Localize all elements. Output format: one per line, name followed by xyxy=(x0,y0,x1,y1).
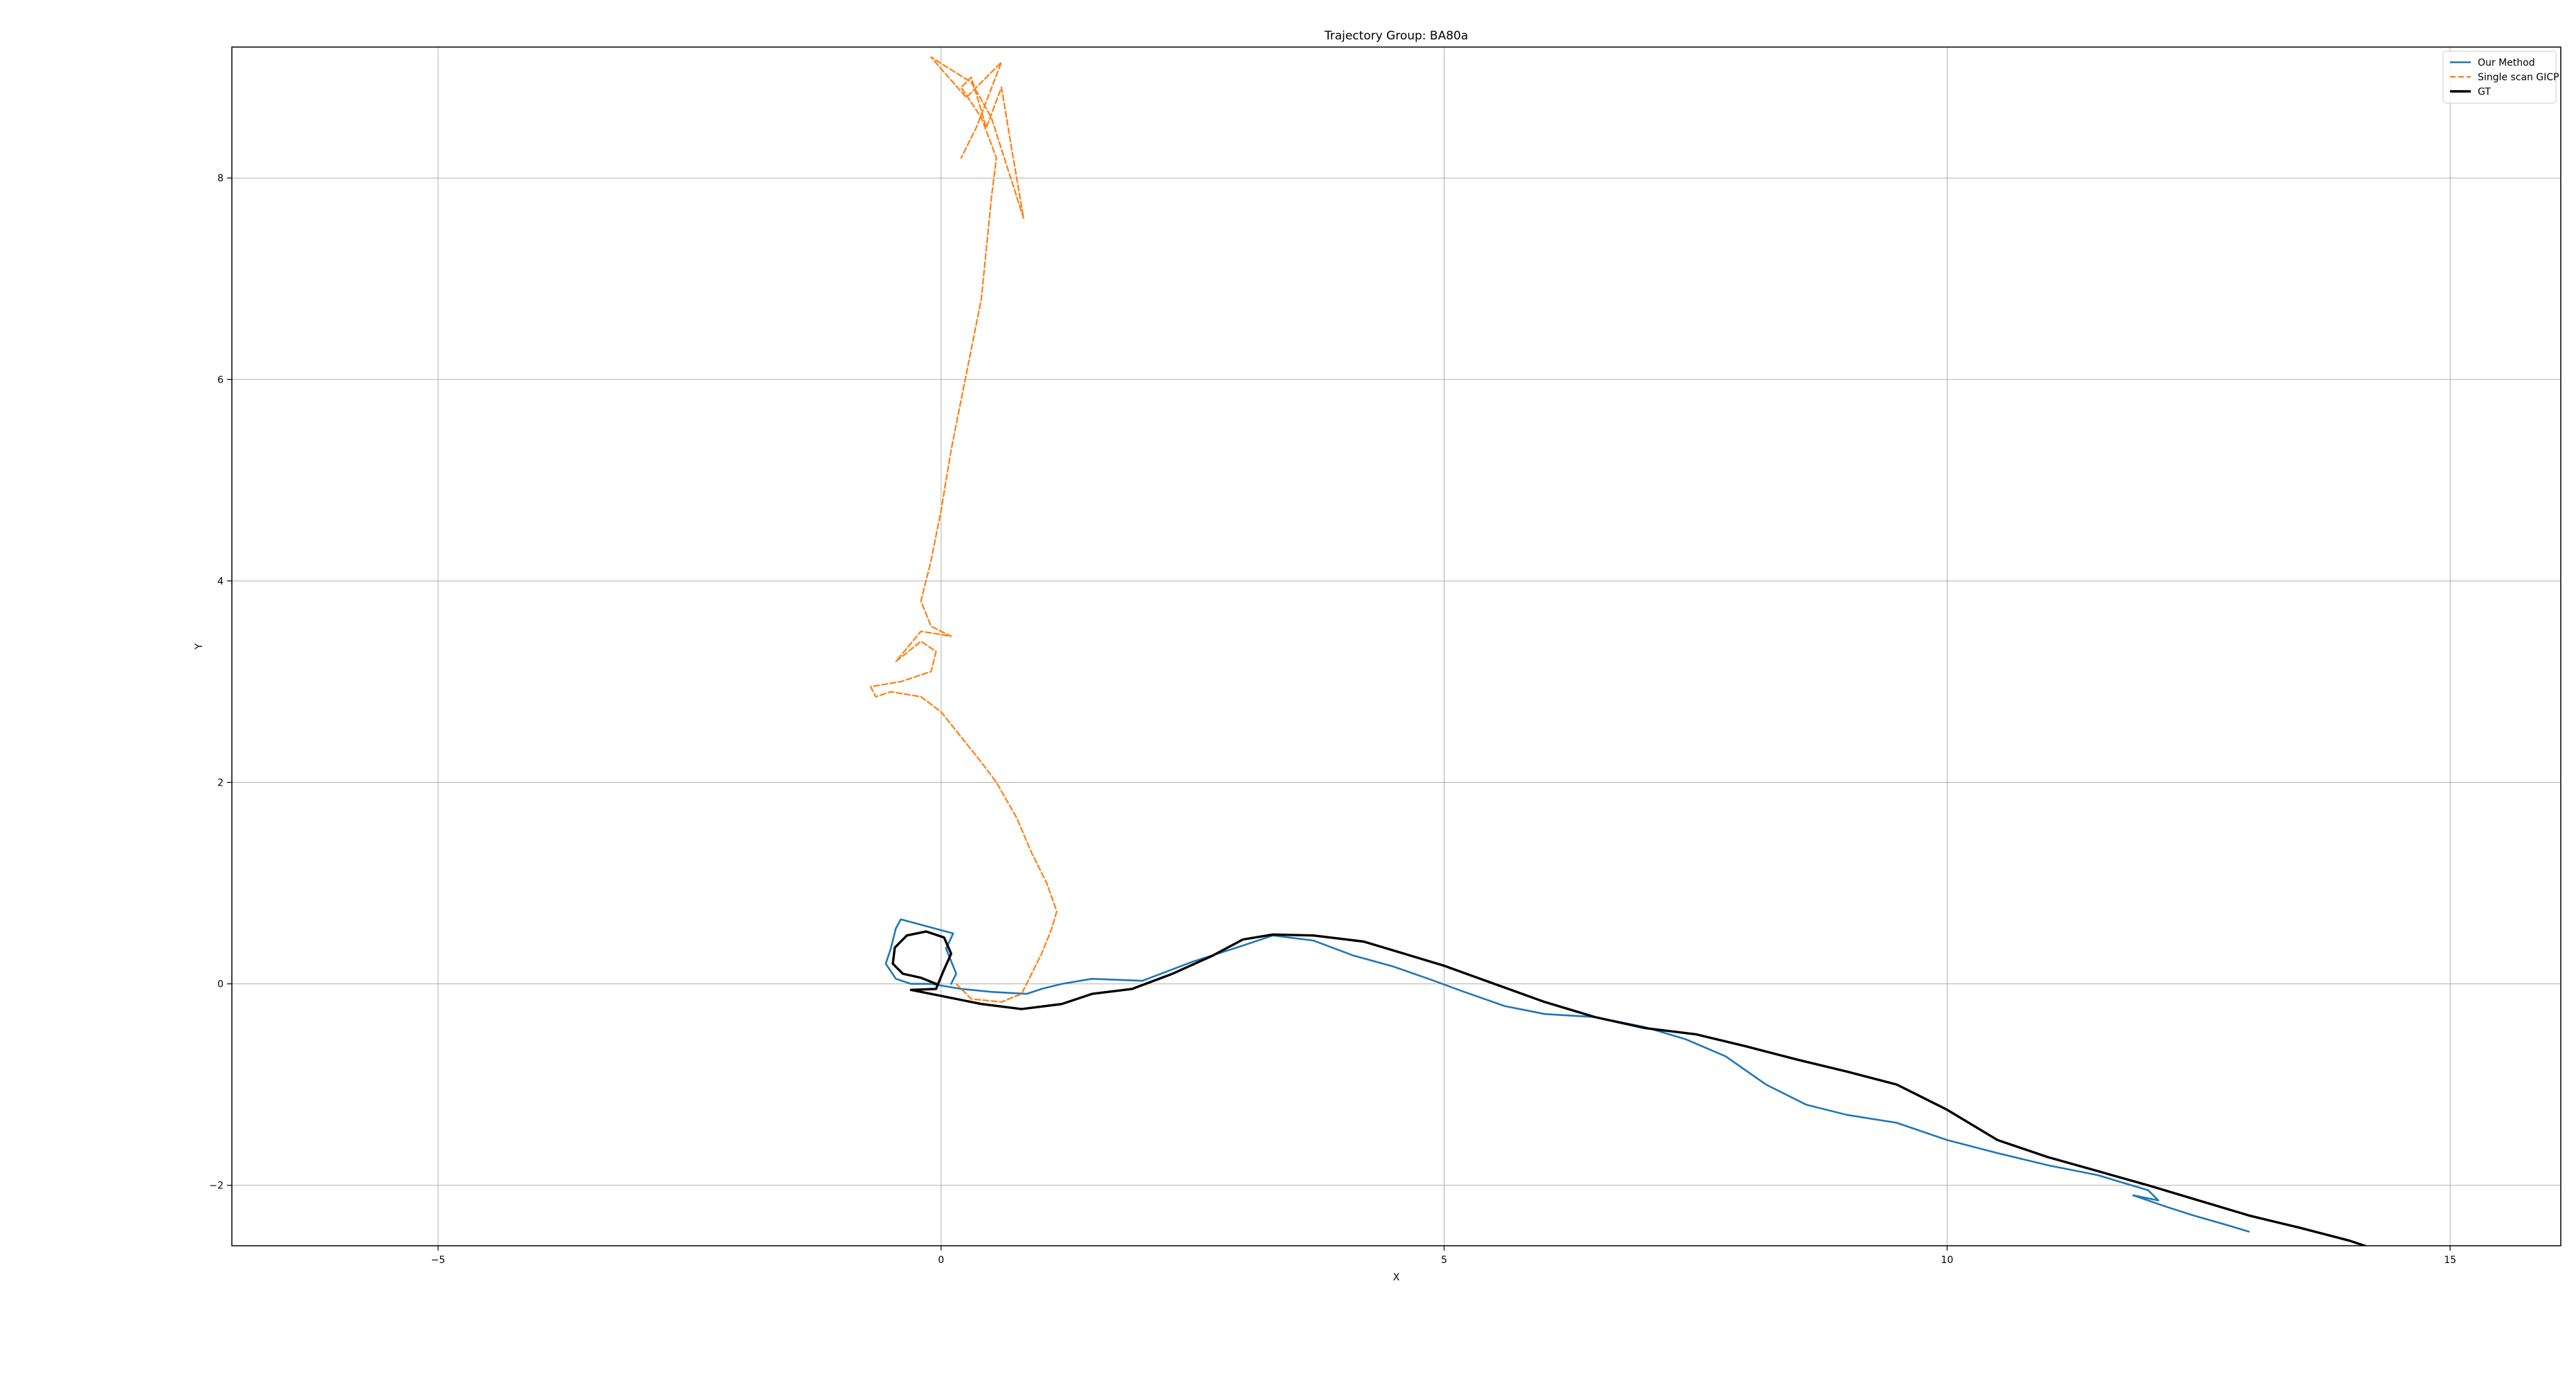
x-tick-label: −5 xyxy=(431,1255,446,1266)
series-line-2 xyxy=(891,930,2368,1246)
x-tick-label: 15 xyxy=(2444,1255,2456,1266)
y-tick-label: 6 xyxy=(217,374,224,385)
grid xyxy=(232,47,2561,1246)
legend-box xyxy=(2442,51,2557,104)
x-tick-label: 5 xyxy=(1441,1255,1447,1266)
y-tick-label: 8 xyxy=(217,173,224,184)
x-axis-title: X xyxy=(1393,1272,1400,1283)
legend: Our Method Single scan GICP GT xyxy=(2442,51,2559,104)
y-tick-label: −2 xyxy=(209,1181,224,1192)
legend-label: Single scan GICP xyxy=(2478,72,2559,83)
plot-frame xyxy=(231,46,2561,1246)
y-tick-label: 2 xyxy=(217,777,224,788)
legend-label: Our Method xyxy=(2478,57,2535,69)
chart-title: Trajectory Group: BA80a xyxy=(1324,29,1469,43)
y-tick-label: 0 xyxy=(217,979,224,990)
y-tick-label: 4 xyxy=(217,576,224,587)
x-tick-label: 10 xyxy=(1941,1255,1953,1266)
series-layer xyxy=(869,56,2368,1246)
x-tick-label: 0 xyxy=(938,1255,944,1266)
legend-label: GT xyxy=(2478,87,2491,98)
series-line-0 xyxy=(885,918,2250,1233)
series-line-1 xyxy=(869,56,1058,1003)
y-axis-title: Y xyxy=(194,643,205,650)
ticks: −5 0 5 10 15 −2 0 2 4 6 8 xyxy=(209,173,2456,1266)
